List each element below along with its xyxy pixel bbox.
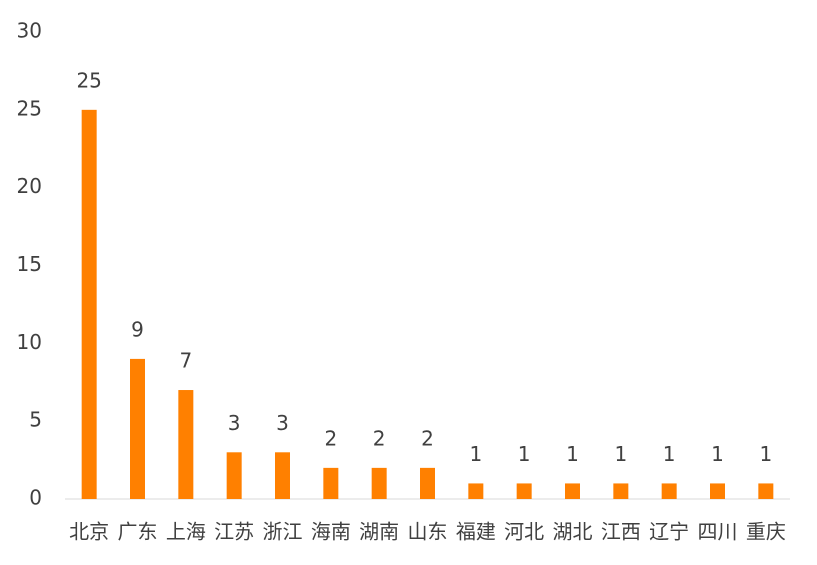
- data-label: 2: [421, 426, 434, 450]
- bar: [516, 483, 532, 499]
- y-tick-label: 20: [17, 174, 42, 198]
- data-label: 1: [518, 442, 531, 466]
- bar: [661, 483, 677, 499]
- bar: [468, 483, 484, 499]
- x-tick-label: 湖南: [359, 520, 399, 544]
- x-tick-label: 山东: [408, 520, 448, 544]
- bar: [565, 483, 580, 499]
- y-tick-label: 5: [29, 408, 42, 432]
- bar: [275, 452, 290, 499]
- x-tick-label: 江西: [601, 520, 641, 544]
- data-label: 1: [469, 442, 482, 466]
- bar: [758, 483, 774, 499]
- data-label: 9: [131, 317, 144, 341]
- data-label: 7: [179, 349, 192, 373]
- x-tick-label: 湖北: [553, 520, 593, 544]
- x-tick-label: 辽宁: [649, 520, 689, 544]
- x-tick-label: 四川: [698, 520, 738, 544]
- data-label: 3: [228, 411, 241, 435]
- bar: [420, 467, 435, 499]
- bar: [710, 483, 725, 499]
- data-label: 1: [566, 442, 579, 466]
- data-label: 1: [759, 442, 772, 466]
- x-tick-label: 浙江: [263, 520, 303, 544]
- bar: [371, 467, 387, 499]
- y-tick-label: 25: [17, 96, 42, 120]
- bar: [178, 390, 194, 499]
- bar: [81, 109, 97, 499]
- data-label: 1: [663, 442, 676, 466]
- x-tick-label: 福建: [456, 520, 496, 544]
- y-tick-label: 30: [17, 19, 42, 43]
- x-tick-label: 广东: [118, 520, 158, 544]
- x-tick-label: 海南: [311, 520, 351, 544]
- data-label: 25: [76, 68, 101, 92]
- data-label: 2: [324, 426, 337, 450]
- y-tick-label: 0: [29, 486, 42, 510]
- data-label: 3: [276, 411, 289, 435]
- y-tick-label: 15: [17, 252, 42, 276]
- y-tick-label: 10: [17, 330, 42, 354]
- bar: [226, 452, 242, 499]
- x-tick-label: 上海: [166, 520, 206, 544]
- x-tick-label: 北京: [69, 520, 109, 544]
- data-label: 2: [373, 426, 386, 450]
- x-tick-label: 河北: [504, 520, 544, 544]
- data-label: 1: [614, 442, 627, 466]
- data-label: 1: [711, 442, 724, 466]
- x-tick-label: 重庆: [746, 520, 786, 544]
- bar: [130, 358, 145, 499]
- x-tick-label: 江苏: [214, 520, 254, 544]
- bar: [323, 467, 339, 499]
- bar: [613, 483, 629, 499]
